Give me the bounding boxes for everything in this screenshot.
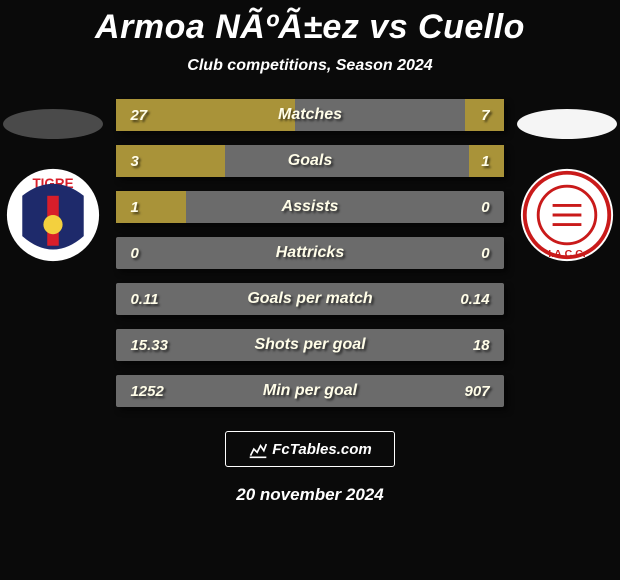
stat-right-value: 18 <box>473 337 490 354</box>
stat-row: 15.33 Shots per goal 18 <box>116 329 503 361</box>
stat-row: 27 Matches 7 <box>116 99 503 131</box>
stat-row: 3 Goals 1 <box>116 145 503 177</box>
stat-label: Assists <box>116 198 503 216</box>
date-text: 20 november 2024 <box>236 485 383 505</box>
page-title: Armoa NÃºÃ±ez vs Cuello <box>95 8 525 47</box>
stat-label: Matches <box>116 106 503 124</box>
stat-label: Min per goal <box>116 382 503 400</box>
stat-label: Goals <box>116 152 503 170</box>
team-right-badge: I.A.C.C. <box>519 167 615 263</box>
stats-list: 27 Matches 7 3 Goals 1 1 Assists 0 0 Hat… <box>116 99 503 407</box>
stat-right-value: 0.14 <box>460 291 489 308</box>
stat-right-value: 1 <box>481 153 489 170</box>
stat-right-value: 0 <box>481 245 489 262</box>
stat-right-value: 907 <box>465 383 490 400</box>
subtitle: Club competitions, Season 2024 <box>187 57 432 75</box>
main-row: TIGRE 27 Matches 7 3 Goals 1 1 Assists 0… <box>0 99 620 407</box>
right-oval-shape <box>517 109 617 139</box>
stat-row: 0 Hattricks 0 <box>116 237 503 269</box>
footer-logo: FcTables.com <box>225 431 395 467</box>
team-left-badge: TIGRE <box>5 167 101 263</box>
stat-label: Shots per goal <box>116 336 503 354</box>
stat-right-value: 0 <box>481 199 489 216</box>
right-side: I.A.C.C. <box>514 99 620 263</box>
svg-text:I.A.C.C.: I.A.C.C. <box>548 248 586 260</box>
stat-row: 1252 Min per goal 907 <box>116 375 503 407</box>
stat-row: 1 Assists 0 <box>116 191 503 223</box>
left-side: TIGRE <box>0 99 106 263</box>
chart-icon <box>248 439 268 459</box>
stat-row: 0.11 Goals per match 0.14 <box>116 283 503 315</box>
stat-label: Goals per match <box>116 290 503 308</box>
tigre-badge-svg: TIGRE <box>5 167 101 263</box>
iacc-badge-svg: I.A.C.C. <box>519 167 615 263</box>
left-oval-shape <box>3 109 103 139</box>
footer-logo-text: FcTables.com <box>272 441 371 458</box>
comparison-card: Armoa NÃºÃ±ez vs Cuello Club competition… <box>0 0 620 580</box>
stat-right-value: 7 <box>481 107 489 124</box>
stat-label: Hattricks <box>116 244 503 262</box>
